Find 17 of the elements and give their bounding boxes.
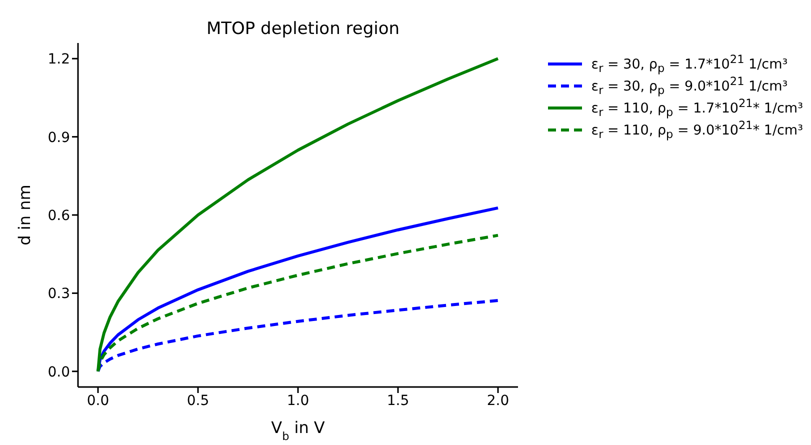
legend-label: ε$_{r}$ = 110, ρ$_{p}$ = 1.7*10$^{21}$* 1/cm³ (591, 96, 803, 120)
legend-label: ε$_{r}$ = 110, ρ$_{p}$ = 9.0*10$^{21}$* 1/cm³ (591, 118, 803, 142)
x-axis-title: V$_{b}$ in V (271, 418, 325, 442)
x-tick-label: 1.5 (386, 392, 410, 409)
y-tick-label: 0.9 (48, 130, 70, 146)
y-tick-label: 0.3 (48, 286, 70, 302)
y-tick-label: 1.2 (48, 52, 70, 68)
y-tick-label: 0.0 (48, 364, 70, 380)
x-tick-label: 1.0 (286, 392, 310, 409)
x-tick-label: 0.0 (86, 392, 110, 409)
chart-title: MTOP depletion region (206, 19, 400, 39)
legend-label: ε$_{r}$ = 30, ρ$_{p}$ = 9.0*10$^{21}$ 1/cm³ (591, 74, 788, 98)
y-axis-title: d in nm (15, 184, 34, 246)
y-tick-label: 0.6 (48, 208, 70, 224)
x-tick-label: 0.5 (186, 392, 210, 409)
x-tick-label: 2.0 (486, 392, 510, 409)
legend-label: ε$_{r}$ = 30, ρ$_{p}$ = 1.7*10$^{21}$ 1/cm³ (591, 52, 788, 76)
